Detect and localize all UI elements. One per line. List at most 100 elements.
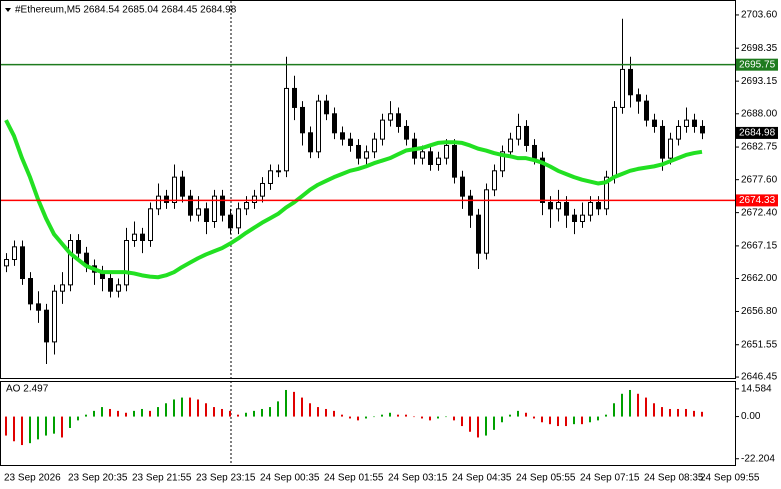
price-label-bg	[736, 126, 778, 139]
ao-bar	[413, 416, 415, 418]
ao-bar	[597, 416, 599, 421]
candle-body	[508, 138, 513, 153]
candle-body	[652, 119, 657, 127]
candle-body	[276, 170, 281, 173]
ao-bar	[645, 397, 647, 417]
ao-bar	[517, 410, 519, 417]
candle-body	[244, 201, 249, 210]
candle-body	[292, 87, 297, 108]
main-frame	[0, 0, 736, 379]
candle-body	[116, 284, 121, 292]
ao-bar	[205, 403, 207, 417]
candle-body	[428, 151, 433, 165]
candle-body	[300, 106, 305, 134]
candle-body	[356, 144, 361, 159]
x-tick-label: 24 Sep 08:35	[644, 473, 704, 484]
candle-body	[124, 240, 129, 286]
candle-body	[628, 68, 633, 96]
ao-bar	[429, 416, 431, 421]
candle-body	[476, 214, 481, 254]
candle-body	[180, 176, 185, 197]
candle-body	[396, 113, 401, 127]
candle-body	[188, 195, 193, 216]
candle-body	[532, 144, 537, 159]
candle-body	[700, 125, 705, 134]
candle-body	[132, 233, 137, 242]
candle-body	[148, 208, 153, 242]
candle-body	[644, 100, 649, 121]
ao-bar	[285, 389, 287, 417]
y-tick-label: 2682.75	[741, 142, 778, 153]
candle-body	[684, 119, 689, 127]
ao-bar	[701, 411, 703, 417]
candle-body	[588, 201, 593, 216]
candle-body	[20, 246, 25, 280]
y-tick-label: 14.584	[741, 384, 772, 395]
ao-bar	[181, 397, 183, 417]
ao-bar	[389, 412, 391, 417]
candle-body	[236, 208, 241, 229]
menu-arrow	[5, 8, 11, 12]
candle-body	[260, 182, 265, 197]
y-tick-label: 2651.55	[741, 339, 778, 350]
ao-bar	[397, 414, 399, 417]
ao-bar	[549, 416, 551, 425]
ao-bar	[685, 408, 687, 417]
candle-body	[252, 195, 257, 203]
ao-bar	[237, 414, 239, 417]
ao-bar	[149, 410, 151, 417]
ao-bar	[637, 393, 639, 417]
candle-body	[420, 151, 425, 159]
ao-bar	[381, 414, 383, 417]
candle-body	[4, 259, 9, 267]
ao-bar	[405, 414, 407, 417]
candle-body	[36, 303, 41, 311]
ao-bar	[661, 407, 663, 417]
candle-body	[340, 132, 345, 140]
candle-body	[212, 195, 217, 222]
ao-bar	[77, 416, 79, 421]
indicator-title: AO 2.497	[6, 384, 49, 395]
y-tick-label: 2667.15	[741, 241, 778, 252]
candle-body	[68, 240, 73, 286]
candle-body	[324, 100, 329, 115]
ao-bar	[461, 416, 463, 427]
y-tick-label: 2703.60	[741, 10, 778, 21]
candle-body	[572, 214, 577, 222]
ao-bar	[469, 416, 471, 432]
ao-bar	[317, 407, 319, 417]
ao-bar	[525, 412, 527, 417]
candle-body	[564, 201, 569, 216]
ao-bar	[677, 408, 679, 417]
candle-body	[452, 144, 457, 178]
candle-body	[524, 125, 529, 146]
ao-bar	[221, 408, 223, 417]
ao-bar	[693, 410, 695, 417]
ao-bar	[365, 416, 367, 419]
candle-body	[548, 201, 553, 210]
candle-body	[220, 195, 225, 216]
ao-bar	[141, 408, 143, 417]
ao-bar	[157, 407, 159, 417]
x-tick-label: 24 Sep 07:15	[580, 473, 640, 484]
candle-body	[444, 144, 449, 159]
ao-bar	[573, 416, 575, 425]
ao-bar	[197, 399, 199, 417]
candle-body	[540, 157, 545, 203]
candle-body	[372, 138, 377, 153]
ao-bar	[93, 410, 95, 417]
ao-bar	[629, 389, 631, 417]
candle-body	[28, 278, 33, 305]
candle-body	[612, 106, 617, 178]
ao-bar	[493, 416, 495, 430]
ao-bar	[213, 407, 215, 417]
candle-body	[196, 208, 201, 216]
candle-body	[556, 201, 561, 210]
y-tick-label: 2662.00	[741, 273, 778, 284]
ao-bar	[557, 416, 559, 427]
ao-bar	[509, 414, 511, 417]
ao-bar	[109, 408, 111, 417]
ao-bar	[85, 414, 87, 417]
candle-body	[500, 151, 505, 172]
